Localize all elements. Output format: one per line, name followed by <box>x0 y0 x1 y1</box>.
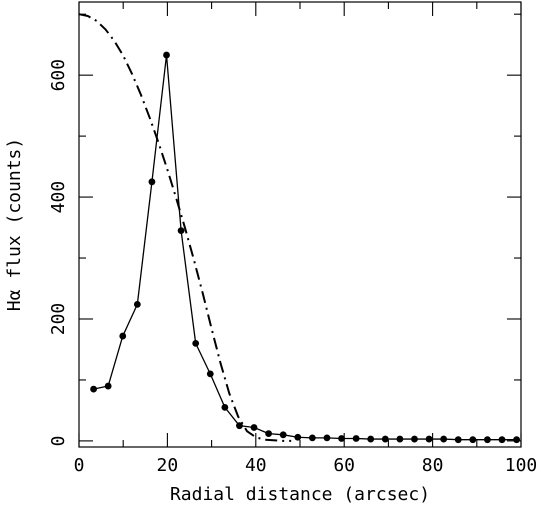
y-tick-label: 400 <box>48 181 69 214</box>
data-point <box>484 436 491 444</box>
data-point <box>352 435 360 442</box>
data-point <box>367 435 375 443</box>
data-point <box>454 436 462 444</box>
y-axis-label: Hα flux (counts) <box>4 138 25 311</box>
y-tick-label: 600 <box>48 59 69 92</box>
data-point <box>163 51 170 59</box>
data-point <box>411 435 418 443</box>
data-profile-line <box>93 54 517 441</box>
x-tick-label: 20 <box>157 455 179 476</box>
data-point <box>440 435 448 443</box>
data-point <box>236 422 243 430</box>
data-point <box>338 435 345 442</box>
y-tick-label: 200 <box>48 303 69 336</box>
data-point <box>177 227 185 234</box>
x-tick-label: 80 <box>422 455 444 476</box>
axis-ticks <box>78 2 522 447</box>
data-point <box>279 431 287 439</box>
x-axis-label: Radial distance (arcsec) <box>170 484 430 505</box>
data-point <box>265 430 273 437</box>
data-point <box>396 435 404 443</box>
series-layer <box>78 13 520 444</box>
data-point <box>119 332 127 340</box>
data-point <box>425 435 433 443</box>
x-tick-label: 0 <box>74 455 85 476</box>
plot-frame <box>78 1 522 448</box>
model-profile-line <box>78 13 292 442</box>
data-point <box>308 434 316 442</box>
y-tick-label: 0 <box>48 435 69 446</box>
data-point <box>469 436 477 444</box>
tick-labels: 0 20 40 60 80 100 0 200 400 600 <box>48 59 537 476</box>
data-point <box>206 370 214 378</box>
data-point <box>104 382 112 390</box>
data-point <box>513 436 520 444</box>
x-tick-label: 40 <box>245 455 267 476</box>
data-point <box>148 178 156 186</box>
x-tick-label: 100 <box>505 455 538 476</box>
data-point <box>192 339 200 347</box>
data-point <box>221 403 229 411</box>
data-point <box>498 436 506 444</box>
data-point <box>294 433 302 441</box>
data-point <box>133 300 141 308</box>
x-tick-label: 60 <box>333 455 355 476</box>
data-point <box>90 385 97 393</box>
data-point <box>323 434 331 442</box>
data-point <box>381 435 389 443</box>
data-point <box>250 424 258 431</box>
